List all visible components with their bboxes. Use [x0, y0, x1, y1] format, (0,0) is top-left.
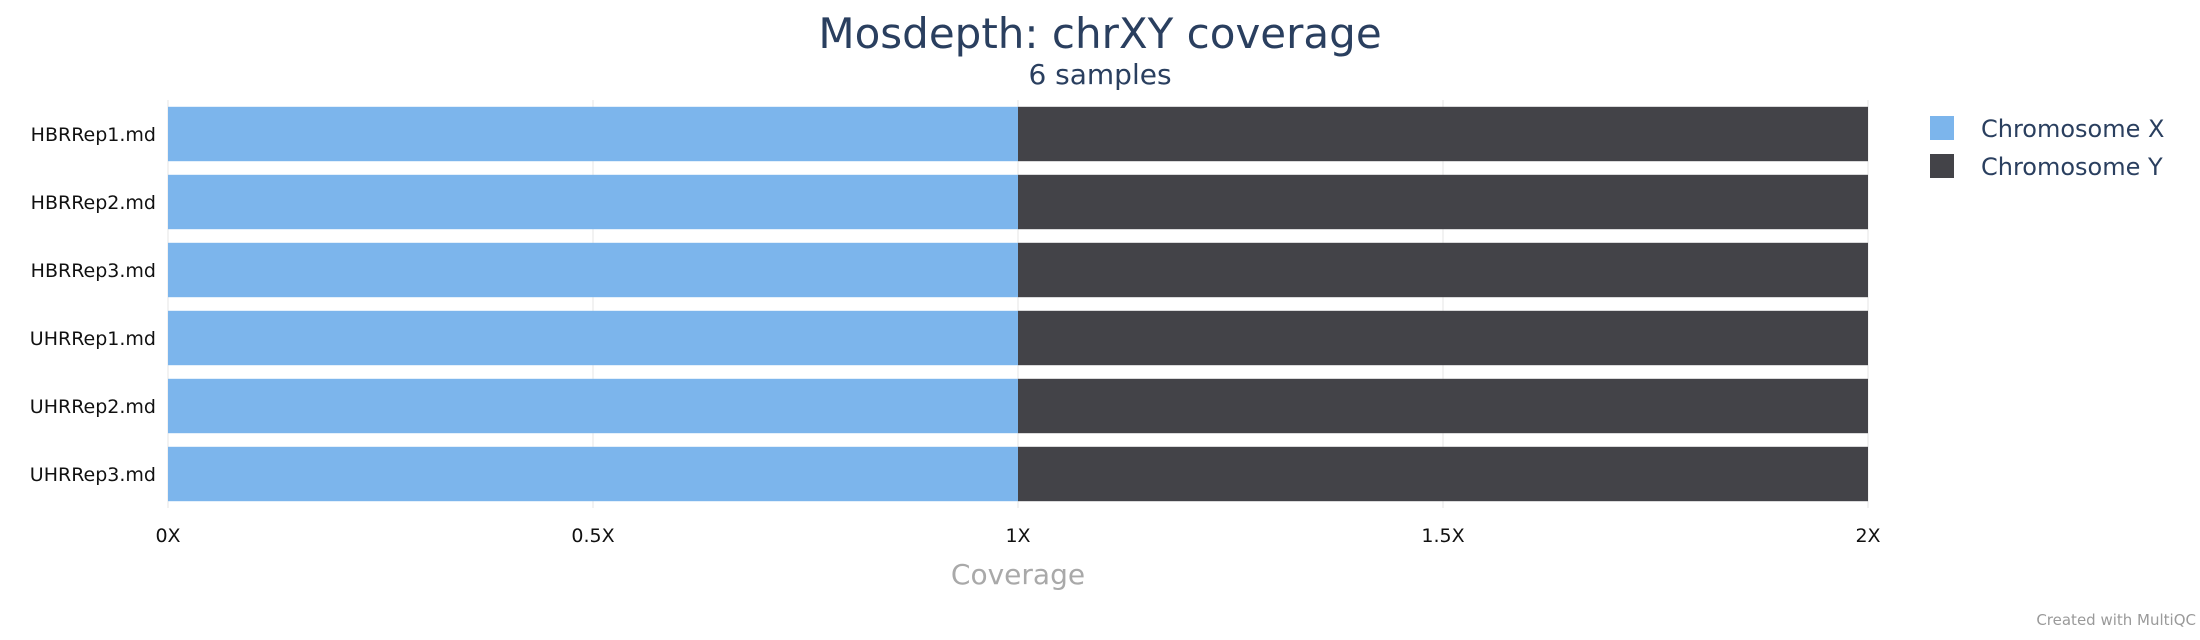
x-tick-label: 2X — [1855, 525, 1880, 547]
y-tick-label: HBRRep2.md — [31, 192, 156, 214]
legend-swatch-0 — [1930, 116, 1954, 140]
y-tick-label: UHRRep1.md — [30, 328, 156, 350]
bar-UHRRep3.md-chromosome-y[interactable] — [1018, 446, 1868, 502]
y-tick-labels: HBRRep1.md HBRRep2.md HBRRep3.md UHRRep1.md… — [30, 124, 156, 486]
grid — [167, 100, 1869, 508]
x-tick-labels: 0X 0.5X 1X 1.5X 2X — [155, 525, 1880, 547]
y-tick-label: HBRRep3.md — [31, 260, 156, 282]
x-tick-label: 0X — [155, 525, 180, 547]
y-tick-label: UHRRep3.md — [30, 464, 156, 486]
chart-subtitle: 6 samples — [1028, 58, 1171, 91]
chart-title: Mosdepth: chrXY coverage — [818, 9, 1381, 58]
y-tick-label: HBRRep1.md — [31, 124, 156, 146]
x-tick-label: 1.5X — [1421, 525, 1464, 547]
bar-HBRRep1.md-chromosome-y[interactable] — [1018, 106, 1868, 162]
bar-UHRRep1.md-chromosome-y[interactable] — [1018, 310, 1868, 366]
x-tick-label: 1X — [1005, 525, 1030, 547]
legend-item-label[interactable]: Chromosome X — [1981, 115, 2164, 143]
y-tick-label: UHRRep2.md — [30, 396, 156, 418]
x-tick-label: 0.5X — [571, 525, 614, 547]
legend: Chromosome X Chromosome Y — [1930, 115, 2164, 181]
bar-HBRRep3.md-chromosome-y[interactable] — [1018, 242, 1868, 298]
bar-UHRRep2.md-chromosome-x[interactable] — [168, 378, 1018, 434]
bar-HBRRep1.md-chromosome-x[interactable] — [168, 106, 1018, 162]
x-axis-title: Coverage — [951, 558, 1085, 591]
bar-UHRRep3.md-chromosome-x[interactable] — [168, 446, 1018, 502]
bar-HBRRep3.md-chromosome-x[interactable] — [168, 242, 1018, 298]
legend-item-label[interactable]: Chromosome Y — [1981, 153, 2163, 181]
bar-UHRRep1.md-chromosome-x[interactable] — [168, 310, 1018, 366]
bar-HBRRep2.md-chromosome-y[interactable] — [1018, 174, 1868, 230]
bar-UHRRep2.md-chromosome-y[interactable] — [1018, 378, 1868, 434]
credit-text: Created with MultiQC — [2036, 611, 2196, 629]
bars — [168, 106, 1868, 502]
legend-swatch-1 — [1930, 154, 1954, 178]
bar-HBRRep2.md-chromosome-x[interactable] — [168, 174, 1018, 230]
